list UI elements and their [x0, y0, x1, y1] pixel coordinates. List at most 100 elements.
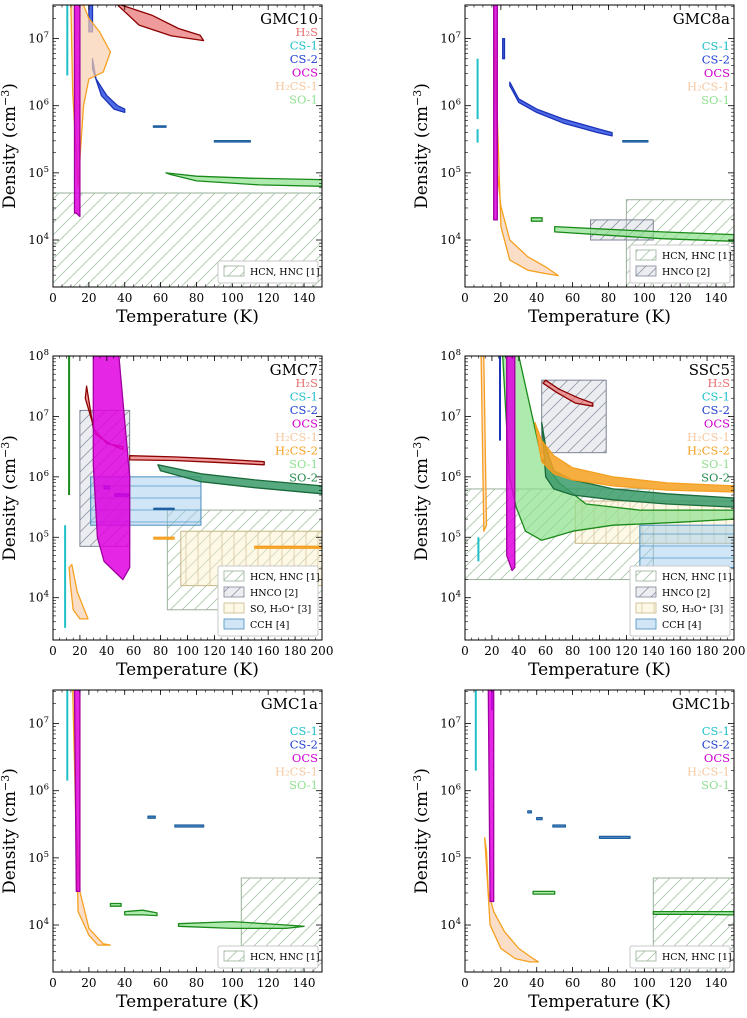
legend-entry: CS-2: [290, 403, 318, 417]
contour-so-1: [530, 217, 543, 222]
x-tick-label: 180: [696, 644, 719, 658]
contour-cs-2: [502, 37, 506, 60]
reference-label: HCN, HNC [1]: [250, 952, 320, 963]
y-tick-label: 107: [440, 716, 461, 731]
x-tick-label: 160: [669, 644, 692, 658]
reference-swatch: [635, 265, 657, 277]
x-tick-label: 100: [633, 291, 656, 305]
reference-label: HCN, HNC [1]: [662, 952, 732, 963]
y-axis-label: Density (cm−3): [411, 83, 432, 209]
contour-so-1: [124, 909, 158, 917]
contour-h2cs-1: [480, 356, 488, 532]
legend-entry: H₂CS-2: [275, 444, 318, 458]
reference-swatch: [635, 602, 657, 614]
panel-gmc8a: 0 20 40 60 80 100 120 140 104 105 106 107 GMC8a CS-1C…: [411, 4, 735, 327]
reference-region-hcn: [53, 192, 322, 287]
x-tick-label: 60: [126, 644, 141, 658]
reference-region-hnco: [541, 379, 607, 454]
reference-region-cch: [639, 524, 734, 568]
x-tick-label: 60: [153, 291, 168, 305]
x-tick-label: 140: [705, 976, 728, 990]
legend-entry: OCS: [704, 751, 730, 765]
y-tick-label: 104: [440, 917, 461, 932]
contour-cs-2: [91, 58, 126, 114]
legend-entry: H₂CS-1: [687, 765, 730, 779]
contour-dust: [622, 139, 649, 143]
reference-swatch: [635, 249, 657, 261]
legend-entry: SO-1: [289, 457, 318, 471]
legend-entry: CS-1: [290, 39, 318, 53]
panel-title: GMC8a: [673, 10, 730, 28]
contour-h2s: [129, 455, 265, 466]
reference-swatch: [223, 602, 245, 614]
y-tick-label: 105: [28, 165, 49, 180]
legend-entry: H₂CS-1: [275, 79, 318, 93]
x-tick-label: 60: [565, 291, 580, 305]
plot-area: [66, 690, 322, 972]
legend-entry: CS-2: [290, 738, 318, 752]
panel-title: SSC5: [689, 361, 730, 379]
panel-title: GMC1a: [261, 695, 318, 713]
contour-h2s: [116, 5, 205, 42]
y-tick-label: 107: [28, 408, 49, 423]
legend-entry: H₂CS-1: [687, 80, 730, 94]
contour-dust: [213, 139, 251, 143]
x-tick-label: 100: [221, 976, 244, 990]
panel-gmc7: 0 20 40 60 80 100 120 140 160 180 200 104 105 106 107 1…: [0, 348, 333, 680]
x-tick-label: 60: [153, 976, 168, 990]
y-tick-label: 106: [28, 469, 49, 484]
x-tick-label: 40: [117, 976, 132, 990]
legend-entry: SO-1: [701, 93, 730, 107]
legend-entry: CS-2: [702, 53, 730, 67]
reference-label: HNCO [2]: [250, 588, 298, 599]
x-tick-label: 120: [669, 976, 692, 990]
x-tick-label: 120: [257, 291, 280, 305]
x-axis-label: Temperature (K): [116, 307, 259, 327]
legend-entry: OCS: [704, 66, 730, 80]
contour-dust: [536, 816, 543, 821]
y-tick-label: 104: [28, 917, 49, 932]
x-tick-label: 100: [588, 644, 611, 658]
legend-entry: CS-1: [290, 390, 318, 404]
reference-swatch: [223, 618, 245, 630]
legend-entry: CS-1: [702, 724, 730, 738]
x-tick-label: 0: [49, 291, 57, 305]
contour-dust: [552, 824, 567, 828]
panel-title: GMC7: [270, 361, 318, 379]
y-tick-label: 107: [440, 31, 461, 46]
x-tick-label: 20: [81, 976, 96, 990]
panel-gmc1b: 0 20 40 60 80 100 120 140 104 105 106 107 GMC1b CS-1C…: [411, 689, 735, 1012]
panel-ssc5: 0 20 40 60 80 100 120 140 160 180 200 104 105 106 107 1…: [411, 348, 745, 680]
x-tick-label: 0: [49, 976, 57, 990]
legend-entry: SO-2: [701, 471, 730, 485]
contour-dust: [153, 507, 175, 511]
x-tick-label: 120: [669, 291, 692, 305]
y-tick-label: 105: [28, 850, 49, 865]
legend-entry: OCS: [704, 417, 730, 431]
legend-entry: CS-2: [702, 403, 730, 417]
reference-legend: [629, 565, 731, 637]
x-tick-label: 120: [257, 976, 280, 990]
reference-swatch: [635, 586, 657, 598]
legend-entry: CS-2: [702, 738, 730, 752]
legend-entry: CS-1: [702, 39, 730, 53]
y-tick-label: 106: [440, 98, 461, 113]
x-tick-label: 20: [484, 644, 499, 658]
x-tick-label: 80: [601, 291, 616, 305]
y-tick-label: 107: [28, 31, 49, 46]
y-tick-label: 105: [440, 850, 461, 865]
contour-ocs: [487, 690, 495, 903]
contour-so-1: [554, 225, 734, 242]
x-tick-label: 40: [511, 644, 526, 658]
y-axis-label: Density (cm−3): [0, 83, 20, 209]
x-tick-label: 180: [284, 644, 307, 658]
legend-entry: SO-2: [289, 471, 318, 485]
x-axis-label: Temperature (K): [528, 660, 671, 680]
x-tick-label: 120: [615, 644, 638, 658]
x-tick-label: 20: [493, 291, 508, 305]
x-tick-label: 0: [49, 644, 57, 658]
x-tick-label: 140: [230, 644, 253, 658]
x-tick-label: 140: [642, 644, 665, 658]
y-tick-label: 107: [28, 716, 49, 731]
x-tick-label: 80: [601, 976, 616, 990]
